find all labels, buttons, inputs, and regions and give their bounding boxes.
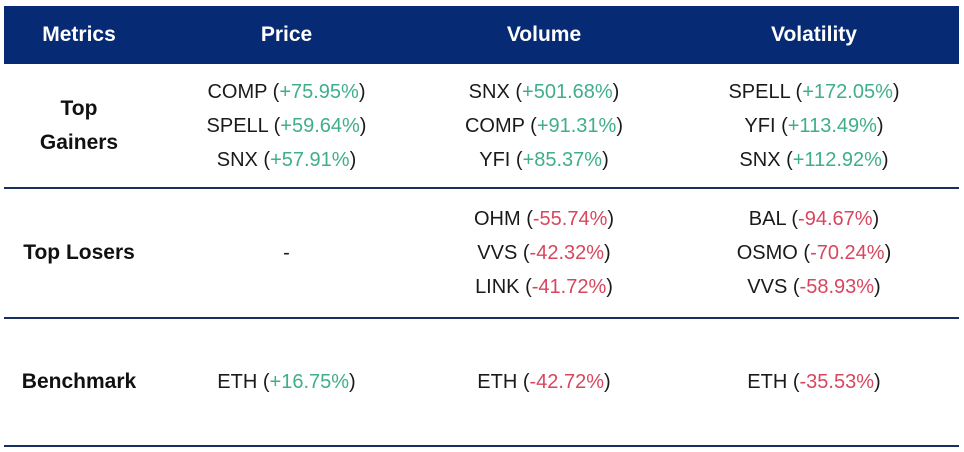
list-item: ETH (+16.75%) (217, 371, 356, 393)
table-row-top-losers: Top Losers - OHM (-55.74%) VVS (-42.32%)… (4, 189, 959, 319)
list-item: COMP (+91.31%) (464, 114, 624, 137)
metrics-table: Metrics Price Volume Volatility Top Gain… (4, 6, 959, 447)
list-item: SPELL (+59.64%) (206, 114, 367, 137)
row-label-line: Gainers (39, 130, 119, 154)
row-label-line: Top (60, 96, 98, 120)
list-item: COMP (+75.95%) (207, 80, 366, 103)
cell-volume: SNX (+501.68%) COMP (+91.31%) YFI (+85.3… (419, 75, 669, 177)
table-row-top-gainers: Top Gainers COMP (+75.95%) SPELL (+59.64… (4, 64, 959, 189)
cell-price: COMP (+75.95%) SPELL (+59.64%) SNX (+57.… (154, 75, 419, 177)
cell-price: ETH (+16.75%) (154, 365, 419, 399)
row-label-benchmark: Benchmark (21, 370, 137, 393)
cell-price-empty: - (283, 241, 290, 264)
header-price: Price (260, 23, 313, 46)
list-item: LINK (-41.72%) (475, 276, 613, 298)
list-item: VVS (-42.32%) (477, 242, 611, 264)
list-item: OHM (-55.74%) (473, 208, 615, 230)
list-item: BAL (-94.67%) (748, 208, 880, 230)
list-item: YFI (+113.49%) (744, 114, 884, 137)
table-header: Metrics Price Volume Volatility (4, 6, 959, 64)
header-volatility: Volatility (771, 23, 857, 46)
list-item: ETH (-42.72%) (477, 371, 611, 393)
list-item: SNX (+57.91%) (216, 148, 357, 171)
list-item: SNX (+112.92%) (739, 148, 889, 171)
row-label-top-gainers: Top Gainers (4, 92, 154, 160)
list-item: OSMO (-70.24%) (736, 242, 892, 264)
list-item: YFI (+85.37%) (479, 148, 609, 171)
list-item: VVS (-58.93%) (747, 276, 881, 298)
cell-volume: ETH (-42.72%) (419, 365, 669, 399)
header-metrics: Metrics (42, 23, 116, 46)
row-label-top-losers: Top Losers (23, 241, 135, 264)
table-row-benchmark: Benchmark ETH (+16.75%) ETH (-42.72%) ET… (4, 319, 959, 447)
cell-volume: OHM (-55.74%) VVS (-42.32%) LINK (-41.72… (419, 202, 669, 304)
list-item: SPELL (+172.05%) (728, 80, 900, 103)
header-volume: Volume (506, 23, 582, 46)
list-item: SNX (+501.68%) (468, 80, 620, 103)
cell-volatility: BAL (-94.67%) OSMO (-70.24%) VVS (-58.93… (669, 202, 959, 304)
list-item: ETH (-35.53%) (747, 371, 881, 393)
cell-volatility: SPELL (+172.05%) YFI (+113.49%) SNX (+11… (669, 75, 959, 177)
cell-volatility: ETH (-35.53%) (669, 365, 959, 399)
